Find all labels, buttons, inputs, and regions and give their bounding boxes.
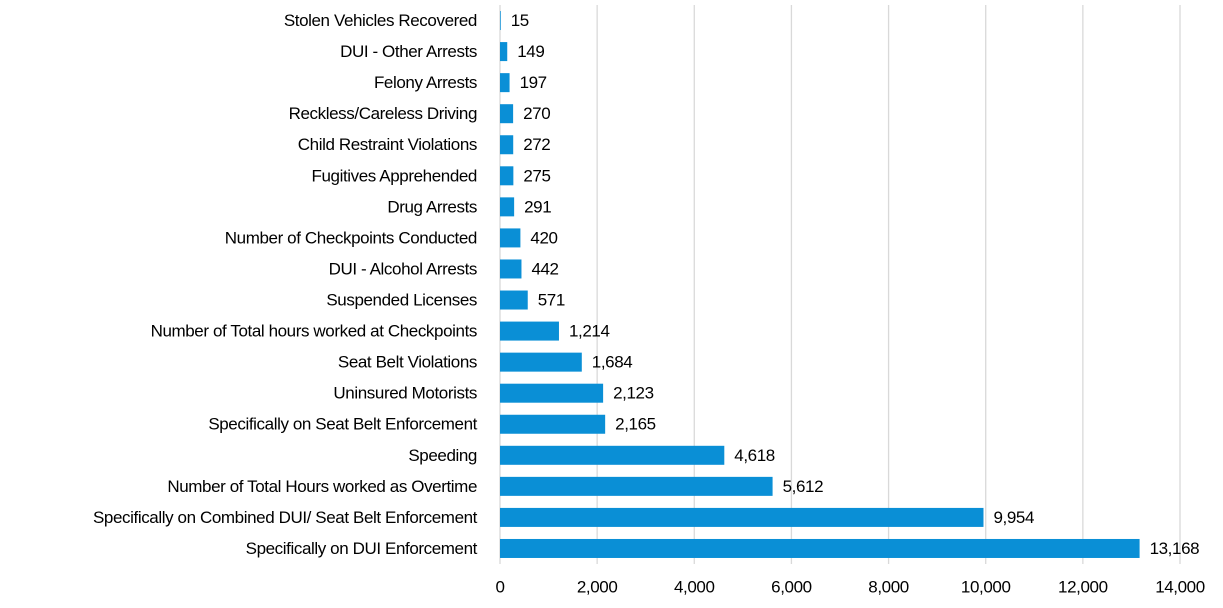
data-label: 5,612 [783,477,824,496]
bar [500,104,514,124]
bar [500,476,773,496]
bar [500,166,514,186]
y-tick-label: Fugitives Apprehended [311,166,477,185]
data-label: 291 [524,197,551,216]
bar [500,352,582,372]
x-tick-label: 0 [495,577,504,596]
x-tick-label: 12,000 [1058,577,1108,596]
data-label: 13,168 [1150,539,1200,558]
bar [500,445,725,465]
y-tick-label: DUI - Other Arrests [340,42,477,61]
bar [500,73,510,93]
y-tick-label: Specifically on Seat Belt Enforcement [208,415,477,434]
y-tick-label: Reckless/Careless Driving [289,104,477,123]
x-tick-label: 14,000 [1155,577,1205,596]
bar [500,383,604,403]
data-label: 420 [530,228,557,247]
bar [500,259,522,279]
data-label: 270 [523,104,550,123]
y-tick-label: Number of Total hours worked at Checkpoi… [151,322,477,341]
y-tick-label: Stolen Vehicles Recovered [284,11,477,30]
y-tick-label: Number of Total Hours worked as Overtime [167,477,477,496]
y-tick-label: Speeding [408,446,477,465]
bar [500,135,514,155]
y-tick-label: Number of Checkpoints Conducted [225,228,477,247]
x-tick-label: 2,000 [577,577,618,596]
data-label: 1,214 [569,322,610,341]
x-tick-label: 6,000 [771,577,812,596]
bar [500,11,501,31]
x-tick-label: 8,000 [868,577,909,596]
y-tick-label: Specifically on DUI Enforcement [246,539,478,558]
data-label: 15 [511,11,529,30]
data-label: 149 [517,42,544,61]
y-tick-label: DUI - Alcohol Arrests [329,259,477,278]
bar [500,538,1140,558]
bar [500,290,528,310]
bar [500,197,515,217]
x-tick-label: 4,000 [674,577,715,596]
data-label: 1,684 [592,353,633,372]
bar [500,321,559,341]
data-label: 2,165 [615,415,656,434]
y-tick-label: Child Restraint Violations [298,135,477,154]
y-tick-label: Specifically on Combined DUI/ Seat Belt … [93,508,478,527]
data-label: 275 [523,166,550,185]
y-tick-label: Seat Belt Violations [338,353,477,372]
data-label: 9,954 [993,508,1034,527]
data-label: 4,618 [734,446,775,465]
y-tick-label: Felony Arrests [374,73,477,92]
y-tick-label: Uninsured Motorists [333,384,477,403]
y-tick-label: Suspended Licenses [326,291,477,310]
data-label: 272 [523,135,550,154]
data-label: 442 [531,259,558,278]
data-label: 2,123 [613,384,654,403]
data-label: 197 [520,73,547,92]
bar [500,414,606,434]
bar [500,507,984,527]
bar [500,228,521,248]
bar [500,42,508,62]
y-tick-label: Drug Arrests [387,197,477,216]
data-label: 571 [538,291,565,310]
x-tick-label: 10,000 [961,577,1011,596]
